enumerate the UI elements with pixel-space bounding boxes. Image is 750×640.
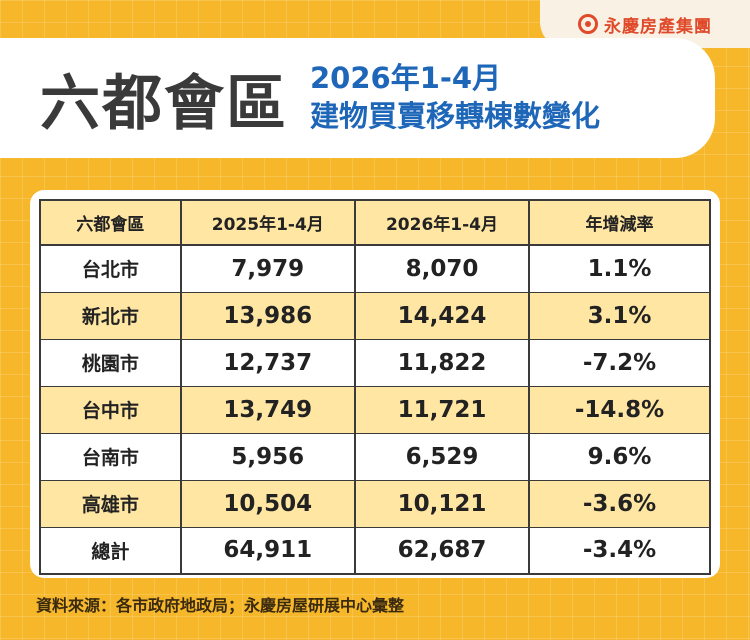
subtitle-period: 2026年1-4月 bbox=[310, 61, 502, 96]
table-row: 台北市 7,979 8,070 1.1% bbox=[40, 245, 710, 293]
table-row: 台南市 5,956 6,529 9.6% bbox=[40, 433, 710, 481]
value-2026-cell: 8,070 bbox=[354, 245, 531, 293]
column-header-2025: 2025年1-4月 bbox=[180, 200, 356, 246]
column-header-2026: 2026年1-4月 bbox=[354, 200, 531, 246]
page-title: 六都會區 bbox=[40, 68, 288, 139]
value-2026-cell: 10,121 bbox=[354, 480, 531, 528]
value-2025-cell: 7,979 bbox=[180, 245, 356, 293]
table-total-row: 總計 64,911 62,687 -3.4% bbox=[40, 527, 710, 574]
region-cell: 高雄市 bbox=[40, 480, 182, 528]
region-cell: 新北市 bbox=[40, 292, 182, 340]
column-header-region: 六都會區 bbox=[40, 200, 182, 246]
yoy-cell: -7.2% bbox=[529, 339, 710, 387]
total-2026-cell: 62,687 bbox=[354, 527, 531, 574]
table-header-row: 六都會區 2025年1-4月 2026年1-4月 年增減率 bbox=[40, 200, 710, 246]
value-2025-cell: 5,956 bbox=[180, 433, 356, 481]
region-cell: 台南市 bbox=[40, 433, 182, 481]
total-2025-cell: 64,911 bbox=[180, 527, 356, 574]
total-yoy-cell: -3.4% bbox=[582, 537, 657, 564]
brand-name: 永慶房產集團 bbox=[604, 16, 712, 37]
value-2026-cell: 14,424 bbox=[354, 292, 531, 340]
table-card: 六都會區 2025年1-4月 2026年1-4月 年增減率 台北市 7,979 … bbox=[30, 190, 720, 578]
table-row: 桃園市 12,737 11,822 -7.2% bbox=[40, 339, 710, 387]
source-note: 資料來源：各市政府地政局；永慶房屋研展中心彙整 bbox=[36, 596, 405, 615]
value-2025-cell: 12,737 bbox=[180, 339, 356, 387]
subtitle-metric: 建物買賣移轉棟數變化 bbox=[310, 99, 601, 133]
value-2025-cell: 10,504 bbox=[180, 480, 356, 528]
value-2025-cell: 13,986 bbox=[180, 292, 356, 340]
column-header-yoy: 年增減率 bbox=[529, 200, 710, 246]
region-cell: 桃園市 bbox=[40, 339, 182, 387]
brand-logo-icon bbox=[578, 14, 598, 34]
region-cell: 台中市 bbox=[40, 386, 182, 434]
subtitle-block: 2026年1-4月 建物買賣移轉棟數變化 bbox=[310, 61, 601, 133]
yoy-cell: 1.1% bbox=[529, 245, 710, 293]
value-2026-cell: 11,822 bbox=[354, 339, 531, 387]
yoy-cell: -3.6% bbox=[529, 480, 710, 528]
total-label-cell: 總計 bbox=[40, 527, 182, 574]
value-2026-cell: 11,721 bbox=[354, 386, 531, 434]
data-table: 六都會區 2025年1-4月 2026年1-4月 年增減率 台北市 7,979 … bbox=[39, 199, 711, 575]
table-row: 新北市 13,986 14,424 3.1% bbox=[40, 292, 710, 340]
table-row: 高雄市 10,504 10,121 -3.6% bbox=[40, 480, 710, 528]
header-band: 六都會區 2026年1-4月 建物買賣移轉棟數變化 bbox=[0, 38, 715, 158]
table-row: 台中市 13,749 11,721 -14.8% bbox=[40, 386, 710, 434]
yoy-cell: 3.1% bbox=[529, 292, 710, 340]
yoy-cell: -14.8% bbox=[529, 386, 710, 434]
value-2025-cell: 13,749 bbox=[180, 386, 356, 434]
value-2026-cell: 6,529 bbox=[354, 433, 531, 481]
region-cell: 台北市 bbox=[40, 245, 182, 293]
yoy-cell: 9.6% bbox=[529, 433, 710, 481]
